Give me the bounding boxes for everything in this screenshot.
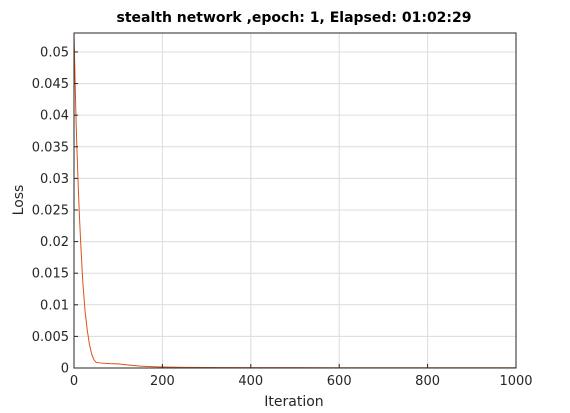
y-tick-label: 0.05: [40, 45, 69, 60]
ticks-group: 0 200 400 600 800 1000 0 0.005 0.01 0.015 0.02 0.02…: [32, 45, 533, 389]
y-tick-label: 0.005: [32, 330, 69, 345]
axes-frame: [73, 32, 517, 369]
y-axis-label: Loss: [11, 185, 27, 216]
x-tick-label: 400: [238, 374, 263, 389]
y-tick-label: 0.03: [40, 172, 69, 187]
x-tick-label: 800: [415, 374, 440, 389]
x-tick-label: 1000: [499, 374, 532, 389]
y-tick-label: 0.025: [32, 203, 69, 218]
y-tick-label: 0: [61, 362, 69, 377]
y-tick-label: 0.01: [40, 298, 69, 313]
grid-lines: [73, 33, 517, 369]
y-tick-label: 0.035: [32, 140, 69, 155]
y-tick-label: 0.015: [32, 267, 69, 282]
x-axis-label: Iteration: [264, 394, 323, 410]
y-tick-label: 0.02: [40, 235, 69, 250]
x-tick-label: 600: [327, 374, 352, 389]
x-tick-label: 0: [70, 374, 78, 389]
y-tick-label: 0.045: [32, 77, 69, 92]
x-tick-label: 200: [150, 374, 175, 389]
chart-title: stealth network ,epoch: 1, Elapsed: 01:0…: [116, 10, 471, 26]
y-tick-label: 0.04: [40, 109, 69, 124]
